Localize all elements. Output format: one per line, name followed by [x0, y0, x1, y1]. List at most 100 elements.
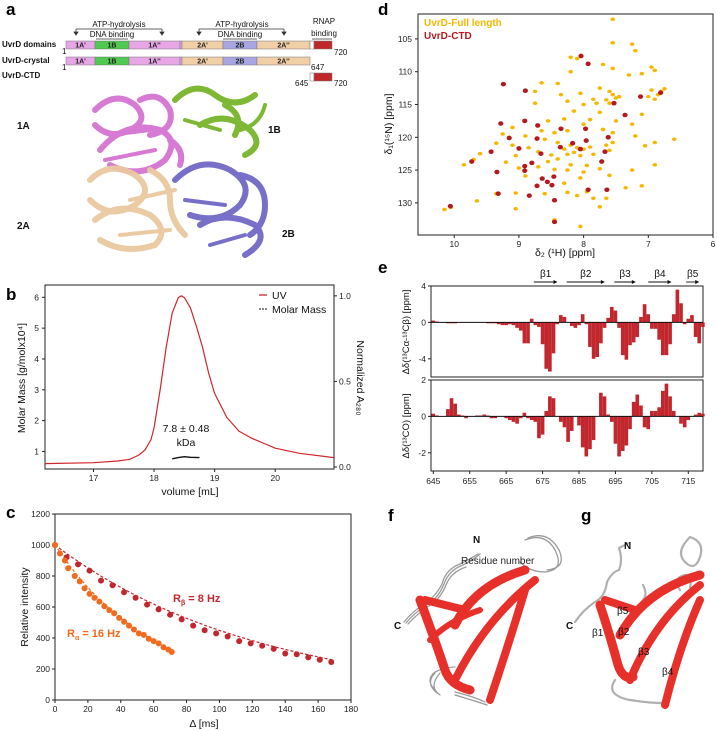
- data-point-alpha: [91, 594, 98, 601]
- atp-hydrolysis-label-1: ATP-hydrolysis: [92, 20, 145, 29]
- y-tick-label-b: 5: [34, 323, 39, 333]
- ctd-peak: [522, 163, 528, 169]
- residue-bar: [624, 322, 629, 360]
- x-tick-label-c: 40: [116, 704, 126, 714]
- x-tick-label-b: 18: [149, 473, 159, 483]
- full-length-peak: [607, 148, 612, 153]
- x-tick-label-b: 19: [210, 473, 220, 483]
- residue-bar: [624, 416, 629, 446]
- full-length-peak: [442, 207, 447, 212]
- ctd-peak: [539, 176, 545, 181]
- atp-hydrolysis-label-2: ATP-hydrolysis: [215, 20, 268, 29]
- residue-bar: [580, 416, 585, 448]
- chart-b-marks: 17 18 19 20 1 2 3 4 5 6 0.0 0.5 1.0: [34, 291, 351, 483]
- rate-label-beta: Rβ = 8 Hz: [173, 593, 221, 607]
- domain-segment-label: 1A'': [148, 59, 161, 66]
- full-length-peak: [610, 17, 616, 22]
- residue-bar: [628, 416, 632, 430]
- residue-bar: [577, 322, 581, 326]
- ctd-peak: [495, 191, 501, 196]
- residue-bar: [646, 416, 651, 430]
- x-tick-label-d: 8: [581, 239, 586, 249]
- beta-sheet-ribbons-g: [595, 570, 705, 709]
- ctd-peak: [488, 149, 494, 155]
- full-length-peak: [568, 163, 573, 167]
- residue-bar: [540, 416, 545, 435]
- domain-segment-label: 1A': [75, 43, 86, 50]
- full-length-peak: [591, 152, 596, 157]
- data-point-alpha: [52, 542, 58, 548]
- data-point-beta: [132, 594, 139, 601]
- x-tick-label-e: 665: [499, 476, 513, 486]
- ctd-peak: [551, 197, 558, 203]
- residue-bar: [682, 322, 687, 325]
- residue-bar: [599, 392, 603, 417]
- residue-bar: [686, 318, 691, 323]
- full-length-peak: [610, 92, 616, 97]
- full-length-peak: [565, 168, 570, 172]
- residue-bar: [657, 322, 661, 340]
- rnap-binding-segment: [313, 40, 333, 50]
- ctd-peak: [522, 118, 528, 124]
- residue-bar: [537, 416, 541, 439]
- full-length-peak: [591, 196, 596, 201]
- residue-bar: [635, 394, 640, 417]
- x-tick-label-e: 645: [426, 476, 440, 486]
- data-point-alpha: [126, 622, 132, 629]
- full-length-peak: [565, 190, 570, 195]
- full-length-peak: [652, 97, 658, 102]
- full-length-peak: [548, 153, 554, 157]
- strand-arrowhead: [553, 280, 558, 284]
- strand-label-beta2: β2: [618, 627, 630, 638]
- ctd-peak: [602, 149, 608, 155]
- ctd-peak: [469, 159, 475, 164]
- domain-segment-label: 2B: [236, 59, 245, 66]
- ctd-peak: [516, 146, 522, 151]
- legend-full-length: UvrD-Full length: [424, 18, 502, 29]
- y-tick-label-e: 4: [421, 281, 426, 291]
- ctd-peak: [498, 121, 504, 126]
- full-length-peak: [571, 109, 577, 113]
- ctd-linker-segment: [309, 72, 315, 82]
- residue-bar: [548, 396, 552, 417]
- ctd-peak: [534, 136, 540, 141]
- domain-segment-label: 2A'': [277, 59, 290, 66]
- data-point-beta: [305, 654, 312, 661]
- end-residue-3: 720: [334, 79, 348, 88]
- residue-bar: [686, 416, 691, 421]
- data-point-beta: [98, 577, 105, 584]
- y-tick-label-d: 115: [398, 99, 412, 109]
- full-length-peak: [610, 66, 616, 71]
- full-length-peak: [629, 122, 635, 126]
- full-length-peak: [510, 125, 515, 130]
- panel-label-e: e: [378, 258, 387, 277]
- residue-bar: [657, 407, 661, 417]
- full-length-peak: [594, 101, 599, 105]
- residue-bar: [558, 416, 563, 422]
- full-length-peak: [552, 130, 557, 135]
- x-tick-label-c: 160: [311, 704, 325, 714]
- full-length-peak: [474, 199, 480, 203]
- ctd-peak: [500, 81, 506, 87]
- full-length-peak: [542, 137, 548, 142]
- legend-ctd: UvrD-CTD: [424, 31, 472, 42]
- data-point-beta: [190, 622, 197, 629]
- atp-hydrolysis-bracket-2: [196, 28, 287, 40]
- y-tick-label-e: -4: [418, 354, 426, 364]
- y-tick-label-d: 125: [398, 165, 412, 175]
- full-length-peak: [642, 144, 648, 148]
- residue-bar: [588, 416, 592, 450]
- residue-bar: [569, 322, 574, 327]
- data-point-alpha: [160, 644, 167, 651]
- full-length-peak: [539, 81, 544, 85]
- y-tick-label-e: -2: [418, 448, 426, 458]
- residue-bar: [507, 416, 512, 421]
- data-point-beta: [86, 567, 93, 574]
- residue-bar: [537, 322, 541, 327]
- residue-bar: [529, 416, 534, 421]
- residue-bar: [664, 322, 669, 356]
- ctd-peak: [551, 219, 558, 225]
- residue-bar: [635, 322, 640, 337]
- dna-binding-label-2: DNA binding: [218, 30, 262, 39]
- data-point-alpha: [96, 598, 103, 605]
